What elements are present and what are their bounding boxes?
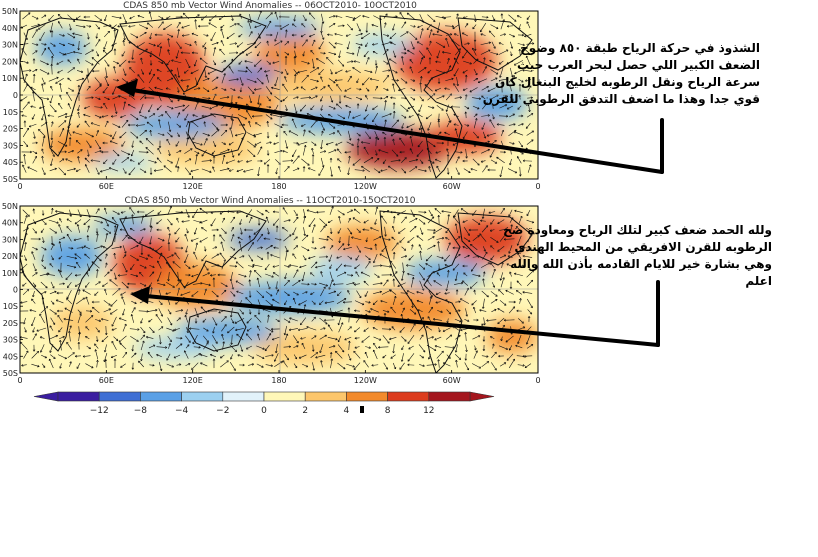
panel-1-lat-labels: 50N 40N 30N 20N 10N 0 10S 20S 30S 40S 50S <box>2 7 23 184</box>
lat-tick-label: 50N <box>2 202 18 211</box>
panel-1: CDAS 850 mb Vector Wind Anomalies -- 06O… <box>2 1 541 191</box>
panel-1-wind-vectors <box>20 11 535 178</box>
lon-tick-label: 60E <box>99 182 114 191</box>
panel-1-lon-labels: 0 60E 120E 180 120W 60W 0 <box>17 176 541 191</box>
annotation-2-line: اعلم <box>745 274 772 288</box>
lat-tick-label: 40N <box>2 24 18 33</box>
annotation-2: ولله الحمد ضعف كبير لتلك الرياح ومعاودة … <box>503 222 772 290</box>
colorbar-tick-label: 0 <box>261 406 267 416</box>
colorbar: −12 −8 −4 −2 0 2 4 8 12 <box>33 391 495 416</box>
colorbar-right-cap <box>469 391 495 402</box>
panel-2-title: CDAS 850 mb Vector Wind Anomalies -- 11O… <box>125 196 416 206</box>
lat-tick-label: 30S <box>3 141 18 150</box>
lon-tick-label: 120E <box>183 376 203 385</box>
lon-tick-label: 0 <box>17 376 22 385</box>
pointer-arrow-2 <box>130 280 660 347</box>
panel-2: CDAS 850 mb Vector Wind Anomalies -- 11O… <box>2 196 541 385</box>
lat-tick-label: 10N <box>2 269 18 278</box>
colorbar-swatch <box>387 391 430 402</box>
lon-tick-label: 0 <box>535 182 540 191</box>
lat-tick-label: 10N <box>2 74 18 83</box>
colorbar-swatch <box>98 391 141 402</box>
colorbar-tick-label: −4 <box>175 406 189 416</box>
colorbar-swatch <box>263 391 306 402</box>
panel-1-coastlines <box>20 15 533 179</box>
annotation-2-line: الرطوبه للقرن الافريقي من المحيط الهندي <box>514 240 772 254</box>
colorbar-tick-label: 2 <box>302 406 308 416</box>
lon-tick-label: 120E <box>183 182 203 191</box>
lat-tick-label: 50N <box>2 7 18 16</box>
marker-dot <box>360 406 364 413</box>
pointer-arrow-1 <box>116 79 664 174</box>
colorbar-swatch <box>181 391 224 402</box>
lon-tick-label: 120W <box>354 182 377 191</box>
lat-tick-label: 20S <box>3 125 18 134</box>
lon-tick-label: 180 <box>271 182 286 191</box>
panel-2-lon-labels: 0 60E 120E 180 120W 60W 0 <box>17 370 541 385</box>
lon-tick-label: 60W <box>443 182 461 191</box>
colorbar-swatch <box>140 391 182 402</box>
annotation-1-line: سرعة الرياح ونقل الرطوبه لخليج البنغال ك… <box>495 75 760 89</box>
lat-tick-label: 30N <box>2 41 18 50</box>
lat-tick-label: 20N <box>2 252 18 261</box>
lat-tick-label: 20N <box>2 57 18 66</box>
lat-tick-label: 40S <box>3 158 18 167</box>
annotation-1: الشذوذ في حركة الرياح طبقة ٨٥٠ وضوح الضع… <box>482 40 760 108</box>
colorbar-swatch <box>346 391 388 402</box>
colorbar-tick-label: −8 <box>134 406 148 416</box>
lon-tick-label: 0 <box>17 182 22 191</box>
lon-tick-label: 120W <box>354 376 377 385</box>
colorbar-swatch <box>57 391 100 402</box>
annotation-1-line: الضعف الكبير اللي حصل لبحر العرب حيث <box>517 58 760 72</box>
colorbar-swatch <box>304 391 347 402</box>
colorbar-tick-label: −2 <box>216 406 229 416</box>
panel-1-title: CDAS 850 mb Vector Wind Anomalies -- 06O… <box>123 1 417 11</box>
colorbar-tick-label: −12 <box>90 406 109 416</box>
panel-2-lat-labels: 50N 40N 30N 20N 10N 0 10S 20S 30S 40S 50S <box>2 202 23 378</box>
lat-tick-label: 40N <box>2 219 18 228</box>
colorbar-tick-label: 12 <box>423 406 434 416</box>
lon-tick-label: 0 <box>535 376 540 385</box>
lat-tick-label: 40S <box>3 352 18 361</box>
lat-tick-label: 50S <box>3 175 18 184</box>
panel-2-coastlines <box>20 210 533 373</box>
colorbar-left-cap <box>33 391 59 402</box>
lat-tick-label: 10S <box>3 108 18 117</box>
lat-tick-label: 30N <box>2 235 18 244</box>
lon-tick-label: 60W <box>443 376 461 385</box>
annotation-1-line: الشذوذ في حركة الرياح طبقة ٨٥٠ وضوح <box>520 41 760 55</box>
lat-tick-label: 20S <box>3 319 18 328</box>
lat-tick-label: 50S <box>3 369 18 378</box>
lat-tick-label: 0 <box>13 91 18 100</box>
annotation-1-line: قوي جدا وهذا ما اضعف التدفق الرطوبي للقر… <box>482 92 760 106</box>
colorbar-swatch <box>428 391 471 402</box>
colorbar-tick-label: 4 <box>344 406 350 416</box>
annotation-2-line: ولله الحمد ضعف كبير لتلك الرياح ومعاودة … <box>503 223 772 237</box>
colorbar-tick-label: 8 <box>385 406 391 416</box>
lon-tick-label: 60E <box>99 376 114 385</box>
lon-tick-label: 180 <box>271 376 286 385</box>
annotation-2-line: وهي بشارة خير للايام القادمه بأذن الله و… <box>510 257 772 271</box>
lat-tick-label: 30S <box>3 336 18 345</box>
lat-tick-label: 10S <box>3 302 18 311</box>
lat-tick-label: 0 <box>13 286 18 295</box>
colorbar-swatch <box>222 391 265 402</box>
